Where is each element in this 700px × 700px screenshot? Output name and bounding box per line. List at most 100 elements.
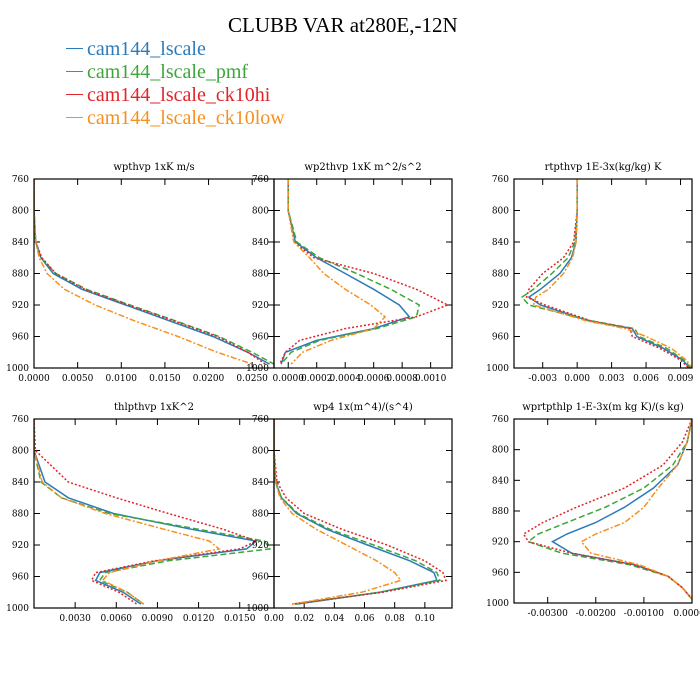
series-line	[34, 179, 253, 365]
series-line	[34, 419, 221, 605]
y-tick-label: 920	[12, 541, 29, 551]
y-tick-label: 960	[492, 568, 509, 578]
y-tick-label: 840	[252, 238, 269, 248]
x-tick-label: -0.003	[528, 374, 557, 384]
x-tick-label: 0.0060	[101, 614, 133, 624]
x-tick-label: 0.08	[385, 614, 405, 624]
x-tick-label: 0.0200	[193, 374, 225, 384]
x-tick-label: 0.006	[633, 374, 659, 384]
x-tick-label: 0.0100	[106, 374, 138, 384]
x-tick-label: -0.00300	[528, 609, 569, 619]
series-line	[34, 419, 258, 605]
panel-title: wpthvp 1xK m/s	[113, 162, 194, 173]
series-line	[34, 419, 259, 605]
y-tick-label: 960	[12, 333, 29, 343]
legend-item: cam144_lscale	[66, 38, 206, 61]
y-tick-label: 1000	[486, 364, 509, 374]
y-tick-label: 760	[252, 175, 269, 185]
x-tick-label: 0.04	[324, 614, 344, 624]
series-line	[280, 179, 411, 365]
y-tick-label: 880	[492, 507, 509, 517]
y-tick-label: 920	[252, 301, 269, 311]
legend-label: cam144_lscale_ck10low	[87, 107, 285, 129]
y-tick-label: 800	[252, 447, 269, 457]
x-tick-label: 0.0090	[142, 614, 174, 624]
legend-swatch	[66, 47, 83, 49]
x-tick-label: 0.0000	[272, 374, 304, 384]
y-tick-label: 760	[12, 175, 29, 185]
x-tick-label: 0.000	[564, 374, 590, 384]
x-tick-label: 0.003	[599, 374, 625, 384]
series-line	[274, 419, 402, 605]
panel-title: wprtpthlp 1-E-3x(m kg K)/(s kg)	[522, 402, 684, 413]
x-tick-label: 0.0006	[358, 374, 390, 384]
series-line	[287, 179, 387, 365]
x-tick-label: 0.0050	[62, 374, 94, 384]
y-tick-label: 960	[252, 333, 269, 343]
x-tick-label: 0.0120	[183, 614, 215, 624]
y-tick-label: 1000	[246, 364, 269, 374]
y-tick-label: 840	[12, 478, 29, 488]
legend-item: cam144_lscale_ck10low	[66, 107, 285, 130]
x-tick-label: 0.0010	[415, 374, 447, 384]
legend-label: cam144_lscale_pmf	[87, 61, 249, 83]
x-tick-label: 0.10	[415, 614, 435, 624]
x-tick-label: 0.02	[294, 614, 314, 624]
y-tick-label: 920	[492, 538, 509, 548]
y-tick-label: 920	[252, 541, 269, 551]
series-line	[527, 179, 691, 368]
y-tick-label: 840	[252, 478, 269, 488]
panel-frame	[513, 178, 693, 369]
panel-title: rtpthvp 1E-3x(kg/kg) K	[545, 162, 662, 173]
panel-title: thlpthvp 1xK^2	[114, 402, 194, 413]
series-line	[34, 419, 272, 605]
y-tick-label: 880	[12, 270, 29, 280]
y-tick-label: 920	[492, 301, 509, 311]
x-tick-label: 0.0004	[329, 374, 361, 384]
series-line	[550, 419, 692, 600]
y-tick-label: 840	[492, 476, 509, 486]
y-tick-label: 960	[492, 333, 509, 343]
y-tick-label: 880	[252, 510, 269, 520]
legend-label: cam144_lscale_ck10hi	[87, 84, 271, 106]
y-tick-label: 840	[492, 238, 509, 248]
series-line	[532, 179, 692, 368]
x-tick-label: 0.0250	[236, 374, 268, 384]
panel-frame	[33, 418, 275, 609]
y-tick-label: 800	[12, 447, 29, 457]
series-line	[279, 179, 450, 365]
series-line	[526, 419, 692, 600]
series-line	[280, 179, 421, 365]
panel-frame	[273, 418, 453, 609]
panel-frame	[33, 178, 275, 369]
legend-swatch	[66, 116, 83, 118]
y-tick-label: 960	[12, 573, 29, 583]
x-tick-label: -0.00200	[576, 609, 617, 619]
figure-title: CLUBB VAR at280E,-12N	[228, 13, 458, 37]
panel-title: wp4 1x(m^4)/(s^4)	[313, 402, 413, 413]
series-line	[274, 419, 448, 605]
legend-swatch	[66, 93, 83, 95]
x-tick-label: 0.0150	[149, 374, 181, 384]
series-line	[34, 179, 274, 365]
series-line	[274, 419, 441, 605]
y-tick-label: 800	[252, 207, 269, 217]
panel-frame	[513, 418, 693, 604]
series-line	[274, 419, 438, 605]
x-tick-label: 0.0030	[59, 614, 91, 624]
y-tick-label: 1000	[6, 364, 29, 374]
y-tick-label: 1000	[486, 599, 509, 609]
series-line	[520, 179, 692, 368]
y-tick-label: 760	[492, 415, 509, 425]
y-tick-label: 800	[492, 207, 509, 217]
y-tick-label: 800	[492, 446, 509, 456]
panel-title: wp2thvp 1xK m^2/s^2	[304, 162, 421, 173]
y-tick-label: 880	[12, 510, 29, 520]
series-line	[34, 179, 270, 365]
y-tick-label: 1000	[6, 604, 29, 614]
x-tick-label: 0.0150	[224, 614, 256, 624]
series-line	[34, 179, 266, 365]
x-tick-label: -0.00100	[624, 609, 665, 619]
